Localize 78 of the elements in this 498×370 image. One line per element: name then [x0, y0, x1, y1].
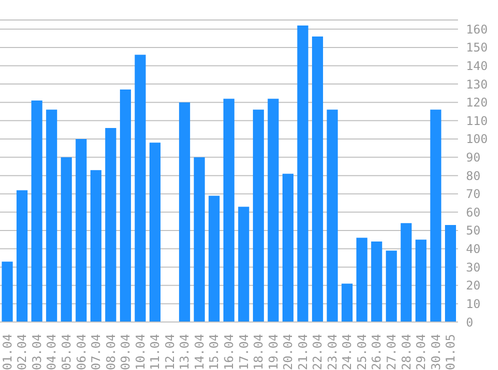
bar	[60, 157, 72, 322]
x-tick-label: 13.04	[178, 334, 192, 370]
bar	[223, 98, 234, 322]
bar	[179, 102, 190, 322]
y-tick-label: 30	[466, 260, 480, 274]
bar	[16, 190, 28, 322]
y-tick-label: 60	[466, 205, 480, 220]
bar	[342, 284, 353, 322]
x-tick-label: 26.04	[370, 334, 384, 370]
y-tick-label: 90	[466, 150, 480, 165]
bar	[238, 206, 250, 322]
x-tick-label: 24.04	[340, 334, 354, 370]
bar	[150, 142, 161, 322]
x-tick-label: 23.04	[325, 334, 340, 370]
bar	[252, 110, 264, 322]
y-tick-label: 110	[466, 114, 488, 128]
bar	[400, 223, 412, 322]
y-tick-label: 10	[466, 296, 480, 311]
bar	[31, 100, 42, 322]
y-tick-label: 100	[466, 132, 488, 146]
bar	[120, 90, 131, 322]
y-tick-label: 140	[466, 59, 488, 74]
bar	[268, 98, 279, 322]
bar	[312, 36, 324, 322]
y-tick-label: 70	[466, 187, 480, 202]
bar	[297, 25, 308, 322]
x-tick-label: 12.04	[162, 334, 177, 370]
x-tick-label: 05.04	[59, 334, 74, 370]
x-tick-label: 28.04	[399, 334, 414, 370]
y-tick-label: 120	[466, 96, 488, 110]
bar	[194, 157, 205, 322]
x-tick-label: 20.04	[281, 334, 296, 370]
bar	[76, 138, 87, 322]
bar	[90, 170, 102, 322]
x-tick-label: 18.04	[252, 334, 266, 370]
x-tick-label: 17.04	[236, 334, 251, 370]
bar	[356, 238, 368, 322]
x-tick-label: 03.04	[30, 334, 44, 370]
x-tick-label: 11.04	[148, 334, 162, 370]
x-tick-label: 04.04	[44, 334, 59, 370]
x-tick-label: 07.04	[89, 334, 104, 370]
bar	[430, 110, 442, 322]
x-tick-label: 10.04	[133, 334, 148, 370]
bar	[2, 262, 13, 322]
y-tick-label: 0	[466, 315, 474, 330]
x-tick-label: 19.04	[266, 334, 280, 370]
y-tick-label: 150	[466, 40, 488, 55]
x-tick-label: 16.04	[222, 334, 236, 370]
bar	[105, 128, 116, 322]
y-tick-label: 40	[466, 242, 480, 256]
x-tick-label: 27.04	[384, 334, 399, 370]
y-tick-label: 80	[466, 168, 480, 183]
bar	[134, 54, 146, 322]
x-tick-label: 14.04	[192, 334, 206, 370]
bar	[208, 196, 220, 322]
x-tick-label: 22.04	[310, 334, 325, 370]
x-tick-label: 30.04	[428, 334, 443, 370]
y-tick-label: 20	[466, 278, 480, 293]
x-tick-label: 21.04	[296, 334, 310, 370]
y-tick-label: 50	[466, 224, 480, 238]
x-tick-label: 06.04	[74, 334, 88, 370]
bar	[386, 250, 397, 322]
x-tick-label: 29.04	[414, 334, 428, 370]
x-tick-label: 02.04	[15, 334, 30, 370]
x-tick-label: 09.04	[118, 334, 133, 370]
x-tick-label: 08.04	[104, 334, 118, 370]
x-tick-label: 01.05	[444, 334, 458, 370]
x-tick-label: 25.04	[354, 334, 369, 370]
bar	[415, 240, 426, 322]
bar	[371, 241, 382, 322]
bar	[326, 110, 338, 322]
x-tick-label: 15.04	[207, 334, 222, 370]
y-tick-label: 130	[466, 77, 488, 92]
y-tick-label: 160	[466, 22, 488, 36]
x-tick-label: 01.04	[0, 334, 14, 370]
bar	[445, 224, 456, 322]
bar	[282, 174, 294, 322]
bar	[46, 110, 58, 322]
